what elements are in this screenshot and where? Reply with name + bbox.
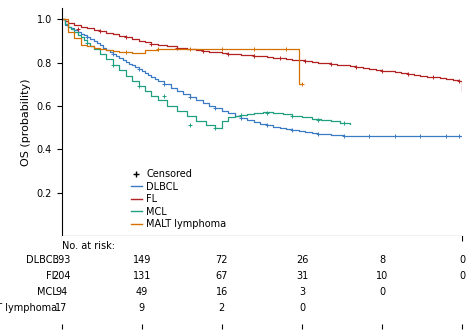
Text: FL: FL — [46, 271, 58, 281]
Text: 2: 2 — [219, 303, 225, 313]
Text: 204: 204 — [52, 271, 71, 281]
Text: No. at risk:: No. at risk: — [62, 241, 115, 251]
Text: 0: 0 — [459, 271, 465, 281]
Text: 31: 31 — [296, 271, 308, 281]
Text: 16: 16 — [216, 287, 228, 297]
Text: MALT lymphoma: MALT lymphoma — [0, 303, 58, 313]
Legend: Censored, DLBCL, FL, MCL, MALT lymphoma: Censored, DLBCL, FL, MCL, MALT lymphoma — [130, 169, 226, 229]
Text: 17: 17 — [55, 303, 68, 313]
Text: 26: 26 — [296, 255, 308, 265]
Text: 49: 49 — [136, 287, 148, 297]
Text: 3: 3 — [299, 287, 305, 297]
Text: MCL: MCL — [37, 287, 58, 297]
Text: 10: 10 — [376, 271, 388, 281]
Text: 131: 131 — [133, 271, 151, 281]
Text: 0: 0 — [299, 303, 305, 313]
Text: 72: 72 — [216, 255, 228, 265]
Text: 393: 393 — [53, 255, 71, 265]
Text: 94: 94 — [55, 287, 68, 297]
Text: 8: 8 — [379, 255, 385, 265]
Y-axis label: OS (probability): OS (probability) — [21, 78, 31, 166]
Text: 149: 149 — [133, 255, 151, 265]
Text: DLBCL: DLBCL — [26, 255, 58, 265]
Text: 0: 0 — [459, 255, 465, 265]
Text: 67: 67 — [216, 271, 228, 281]
Text: 0: 0 — [379, 287, 385, 297]
Text: 9: 9 — [139, 303, 145, 313]
